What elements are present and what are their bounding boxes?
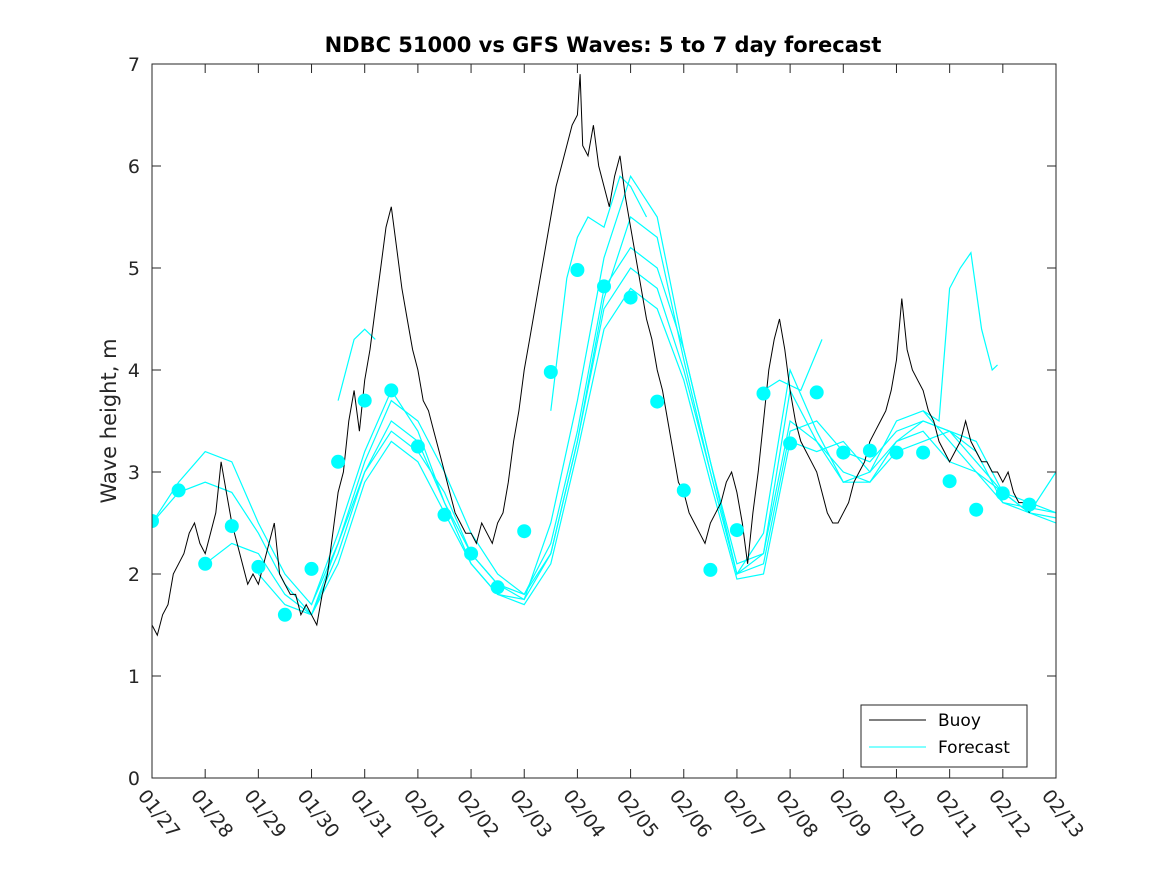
- forecast-line-4: [310, 174, 1056, 605]
- x-tick-label: 01/31: [346, 786, 397, 843]
- forecast-point: [198, 556, 213, 571]
- forecast-line-2: [204, 287, 1056, 616]
- x-tick-label: 02/08: [771, 786, 822, 843]
- forecast-point: [729, 523, 744, 538]
- forecast-point: [969, 502, 984, 517]
- legend-forecast-label: Forecast: [938, 738, 1010, 758]
- forecast-line-7: [763, 339, 823, 392]
- forecast-point: [995, 486, 1010, 501]
- forecast-line-3: [257, 216, 1056, 616]
- y-tick-label: 6: [128, 156, 140, 178]
- forecast-point: [517, 524, 532, 539]
- y-axis-label: Wave height, m: [97, 338, 121, 503]
- forecast-point: [676, 483, 691, 498]
- forecast-line-1: [152, 267, 1056, 616]
- x-tick-label: 01/29: [239, 786, 290, 843]
- y-tick-label: 3: [128, 462, 140, 484]
- x-tick-label: 02/04: [558, 786, 609, 843]
- y-tick-label: 2: [128, 564, 140, 586]
- forecast-point: [277, 607, 292, 622]
- forecast-point: [783, 436, 798, 451]
- x-tick-label: 02/13: [1037, 786, 1088, 843]
- forecast-point: [623, 290, 638, 305]
- y-tick-label: 4: [128, 360, 140, 382]
- x-tick-label: 02/07: [718, 786, 769, 843]
- y-tick-label: 0: [128, 768, 140, 790]
- forecast-point: [836, 445, 851, 460]
- forecast-point: [384, 383, 399, 398]
- y-tick-label: 1: [128, 666, 140, 688]
- forecast-point: [437, 507, 452, 522]
- forecast-line-8: [922, 251, 998, 423]
- x-tick-label: 02/10: [878, 786, 929, 843]
- legend: Buoy Forecast: [860, 704, 1028, 768]
- forecast-point: [543, 365, 558, 379]
- forecast-point: [490, 580, 505, 595]
- forecast-point: [464, 546, 479, 561]
- plot-area: [152, 64, 1056, 778]
- x-tick-label: 02/09: [824, 786, 875, 843]
- forecast-point: [331, 454, 346, 469]
- x-tick-label: 01/30: [293, 786, 344, 843]
- forecast-point: [251, 559, 266, 574]
- x-tick-label: 02/03: [505, 786, 556, 843]
- x-tick-label: 02/05: [612, 786, 663, 843]
- forecast-point: [889, 445, 904, 460]
- forecast-point: [916, 445, 931, 460]
- forecast-line-5: [337, 328, 376, 401]
- forecast-point: [1022, 497, 1037, 512]
- y-tick-label: 5: [128, 258, 140, 280]
- x-tick-label: 02/01: [399, 786, 450, 843]
- plot-frame: [151, 63, 1057, 779]
- forecast-point: [650, 394, 665, 409]
- forecast-point: [357, 393, 372, 408]
- forecast-point: [703, 562, 718, 577]
- buoy-line: [152, 74, 1030, 637]
- x-tick-label: 01/28: [186, 786, 237, 843]
- forecast-point: [597, 279, 611, 294]
- legend-buoy-label: Buoy: [938, 711, 981, 731]
- forecast-point: [570, 263, 585, 277]
- forecast-point: [809, 385, 824, 400]
- forecast-point: [304, 561, 319, 576]
- x-tick-label: 02/06: [665, 786, 716, 843]
- forecast-point: [224, 519, 239, 534]
- forecast-point: [942, 474, 957, 489]
- chart-title: NDBC 51000 vs GFS Waves: 5 to 7 day fore…: [325, 33, 882, 57]
- forecast-point: [152, 514, 159, 528]
- forecast-point: [862, 443, 877, 458]
- forecast-point: [171, 483, 186, 498]
- x-tick-label: 02/11: [931, 786, 982, 843]
- x-tick-label: 02/12: [984, 786, 1035, 843]
- forecast-point: [756, 386, 771, 401]
- y-tick-label: 7: [128, 54, 140, 76]
- x-tick-label: 02/02: [452, 786, 503, 843]
- x-tick-label: 01/27: [133, 786, 184, 843]
- forecast-line-6: [550, 175, 648, 411]
- forecast-point: [410, 439, 425, 454]
- legend-box: [860, 704, 1028, 768]
